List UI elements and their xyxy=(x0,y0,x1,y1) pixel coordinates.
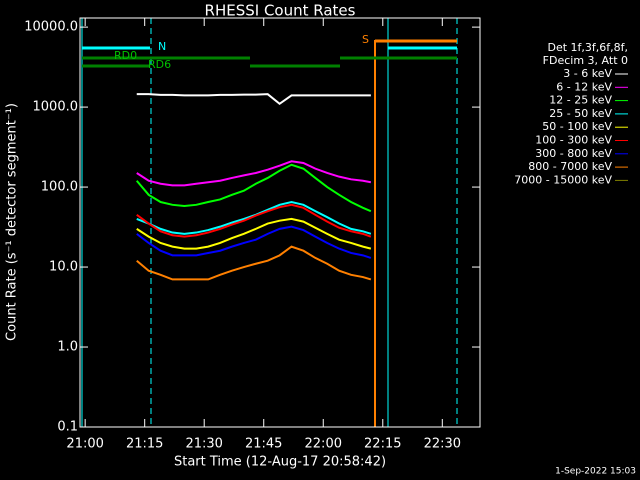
annotation: S xyxy=(362,33,369,46)
y-tick-label: 1.0 xyxy=(57,340,78,355)
series-line xyxy=(136,225,372,259)
x-axis-label: Start Time (12-Aug-17 20:58:42) xyxy=(174,455,386,470)
x-tick-label: 21:30 xyxy=(185,437,222,452)
legend-header: Det 1f,3f,6f,8f, xyxy=(547,41,628,54)
series-line xyxy=(136,93,371,106)
x-tick-label: 21:00 xyxy=(66,437,103,452)
x-tick-label: 21:45 xyxy=(245,437,282,452)
x-tick-label: 22:00 xyxy=(305,437,342,452)
annotation: RD6 xyxy=(148,58,171,71)
y-tick-label: 0.1 xyxy=(57,420,78,435)
y-tick-label: 1000.0 xyxy=(33,100,79,115)
legend-label: 7000 - 15000 keV xyxy=(514,173,612,186)
series-line xyxy=(135,163,372,213)
y-tick-label: 10.0 xyxy=(49,260,78,275)
x-tick-label: 22:15 xyxy=(364,437,401,452)
footer: 1-Sep-2022 15:03 xyxy=(555,467,636,477)
legend-header: FDecim 3, Att 0 xyxy=(543,54,628,67)
y-axis-label: Count Rate (s⁻¹ detector segment⁻¹) xyxy=(5,103,20,341)
legend-label: 800 - 7000 keV xyxy=(528,160,612,173)
annotation: RD0 xyxy=(114,49,137,62)
plot-frame xyxy=(79,17,481,428)
series-line xyxy=(136,203,372,238)
legend-label: 12 - 25 keV xyxy=(549,94,612,107)
legend-label: 100 - 300 keV xyxy=(535,134,612,147)
legend-label: 6 - 12 keV xyxy=(556,80,612,93)
x-tick-label: 21:15 xyxy=(126,437,163,452)
y-tick-label: 100.0 xyxy=(41,180,78,195)
legend-label: 300 - 800 keV xyxy=(535,147,612,160)
series-line xyxy=(136,217,372,250)
annotation: N xyxy=(158,40,166,53)
series-line xyxy=(136,245,372,281)
chart-title: RHESSI Count Rates xyxy=(205,2,356,20)
legend-label: 50 - 100 keV xyxy=(542,120,612,133)
x-tick-label: 22:30 xyxy=(424,437,461,452)
legend-label: 25 - 50 keV xyxy=(549,107,612,120)
y-tick-label: 10000.0 xyxy=(24,20,78,35)
series-line xyxy=(136,160,372,187)
legend-label: 3 - 6 keV xyxy=(563,67,612,80)
state-flags: RD0 RD6 N S xyxy=(81,18,458,427)
